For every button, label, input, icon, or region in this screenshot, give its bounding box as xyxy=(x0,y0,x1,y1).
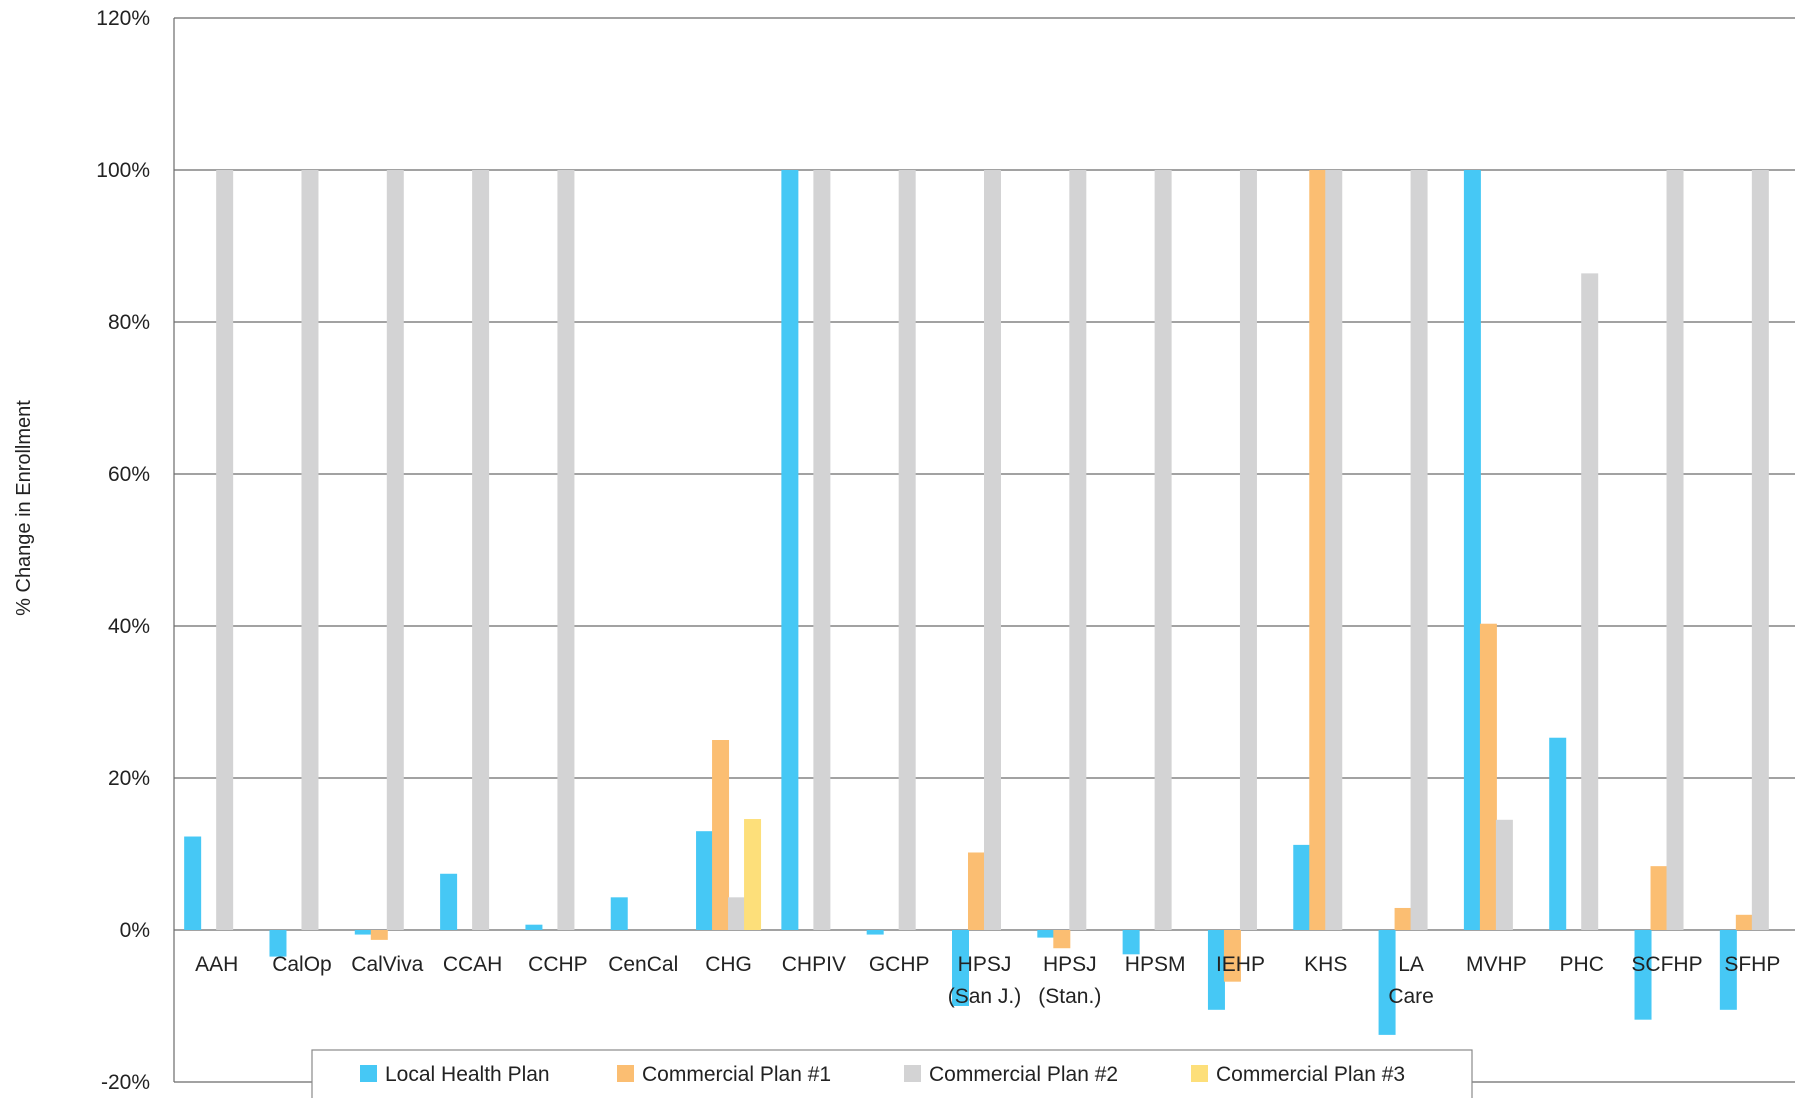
bar xyxy=(370,930,388,940)
bar xyxy=(1069,170,1087,930)
legend-swatch xyxy=(904,1065,921,1082)
x-tick-label: CCAH xyxy=(443,953,503,976)
y-tick-label: 60% xyxy=(108,463,150,486)
bar xyxy=(1223,930,1241,982)
legend-label: Commercial Plan #2 xyxy=(929,1063,1118,1086)
x-tick-label: SCFHP xyxy=(1631,953,1702,976)
legend-box xyxy=(311,1049,1473,1098)
bar xyxy=(1207,930,1225,1010)
bar xyxy=(1378,930,1396,1035)
x-tick-label: CalOp xyxy=(272,953,332,976)
bar xyxy=(354,930,372,935)
bar xyxy=(472,170,490,930)
legend-swatch xyxy=(1191,1065,1208,1082)
legend: Local Health Plan Commercial Plan #1 Comme… xyxy=(311,1049,1473,1098)
bar xyxy=(1634,930,1652,1020)
x-tick-label: (Stan.) xyxy=(1038,985,1101,1008)
legend-label: Local Health Plan xyxy=(385,1063,550,1086)
legend-swatch xyxy=(360,1065,377,1082)
y-tick-label: 100% xyxy=(96,159,150,182)
x-tick-label: SFHP xyxy=(1724,953,1780,976)
bar xyxy=(557,170,575,930)
y-tick-label: 40% xyxy=(108,615,150,638)
bar xyxy=(866,930,884,935)
bar xyxy=(301,170,319,930)
y-tick-label: 20% xyxy=(108,767,150,790)
bars xyxy=(184,170,1769,1035)
y-tick-labels: -20% 0% 20% 40% 60% 80% 100% 120% xyxy=(96,7,150,1094)
x-tick-label: CCHP xyxy=(528,953,588,976)
x-tick-label: KHS xyxy=(1304,953,1347,976)
x-tick-label: GCHP xyxy=(869,953,930,976)
bar xyxy=(952,930,969,1006)
bar xyxy=(813,170,831,930)
bar xyxy=(984,170,1001,930)
x-tick-label: CenCal xyxy=(608,953,678,976)
bar xyxy=(184,836,202,930)
x-tick-label: CHG xyxy=(705,953,752,976)
bar xyxy=(1650,866,1668,930)
bar xyxy=(1495,819,1513,930)
y-tick-label: -20% xyxy=(101,1071,150,1094)
bar xyxy=(1037,930,1055,938)
bar xyxy=(898,170,916,930)
bar xyxy=(1479,623,1497,930)
bar xyxy=(1581,273,1599,930)
bar xyxy=(1735,914,1753,930)
bar xyxy=(1410,170,1428,930)
bar xyxy=(1463,170,1481,930)
bar xyxy=(968,852,985,930)
bar xyxy=(744,819,762,930)
bar xyxy=(1751,170,1769,930)
x-tick-label: AAH xyxy=(195,953,238,976)
bar xyxy=(1394,907,1412,930)
bar xyxy=(269,930,287,957)
bar xyxy=(440,873,458,930)
x-tick-label: MVHP xyxy=(1466,953,1527,976)
bar xyxy=(1154,170,1172,930)
x-tick-label: HPSJ xyxy=(958,953,1012,976)
bar xyxy=(1549,737,1567,930)
x-tick-label: HPSJ xyxy=(1043,953,1097,976)
bar xyxy=(712,740,730,930)
bar xyxy=(1719,930,1737,1010)
bar xyxy=(1325,170,1343,930)
x-tick-label: CHPIV xyxy=(782,953,846,976)
y-tick-label: 80% xyxy=(108,311,150,334)
bar xyxy=(1666,170,1684,930)
bar xyxy=(728,897,746,930)
x-tick-labels: AAH CalOp CalViva CCAH CCHP CenCal CHG CHPIV GCH… xyxy=(195,953,1780,1008)
x-tick-label: CalViva xyxy=(351,953,423,976)
bar xyxy=(525,924,543,930)
bar xyxy=(386,170,404,930)
bar xyxy=(610,897,628,930)
x-tick-label: HPSM xyxy=(1125,953,1186,976)
x-tick-label: LA xyxy=(1398,953,1424,976)
y-tick-label: 120% xyxy=(96,7,150,30)
legend-label: Commercial Plan #1 xyxy=(642,1063,831,1086)
x-tick-label: PHC xyxy=(1560,953,1604,976)
bar xyxy=(216,170,234,930)
y-tick-label: 0% xyxy=(120,919,150,942)
bar xyxy=(1122,930,1140,955)
x-tick-label: (San J.) xyxy=(948,985,1022,1008)
bar xyxy=(1053,930,1071,949)
legend-swatch xyxy=(617,1065,634,1082)
bar xyxy=(1309,170,1327,930)
bar xyxy=(696,831,714,930)
legend-label: Commercial Plan #3 xyxy=(1216,1063,1405,1086)
bar xyxy=(1293,844,1311,930)
y-axis-label: % Change in Enrollment xyxy=(13,400,35,616)
bar xyxy=(781,170,799,930)
x-tick-label: IEHP xyxy=(1216,953,1265,976)
bar xyxy=(1239,170,1257,930)
x-tick-label: Care xyxy=(1388,985,1434,1008)
